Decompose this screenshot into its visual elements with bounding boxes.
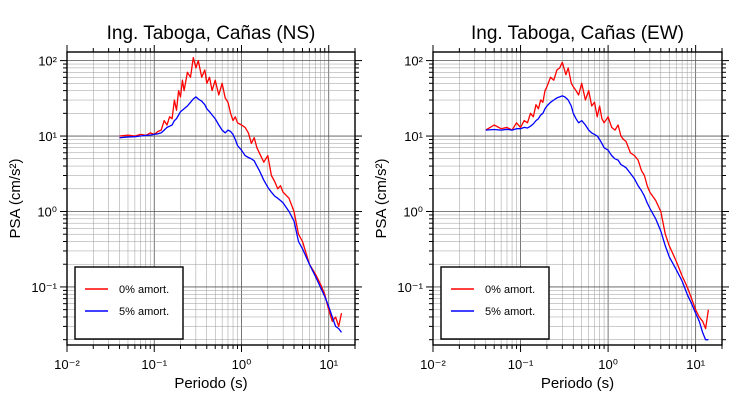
y-tick-label: 10⁰ xyxy=(403,204,423,219)
x-tick-label: 10⁰ xyxy=(598,357,618,372)
x-tick-label: 10⁰ xyxy=(232,357,252,372)
plot-frame xyxy=(66,51,356,346)
x-tick-label: 10¹ xyxy=(319,357,338,372)
grid xyxy=(67,52,355,345)
plot-frame xyxy=(432,51,723,346)
legend-box xyxy=(74,266,184,340)
legend-label-1: 5% amort. xyxy=(485,306,535,318)
x-tick-label: 10¹ xyxy=(686,357,705,372)
y-tick-label: 10⁰ xyxy=(37,204,57,219)
x-tick-label: 10⁻¹ xyxy=(508,357,534,372)
legend-label-0: 0% amort. xyxy=(485,284,535,296)
chart-title: Ing. Taboga, Cañas (EW) xyxy=(471,23,684,44)
y-tick-label: 10¹ xyxy=(404,129,423,144)
y-tick-label: 10⁻¹ xyxy=(31,280,57,295)
chart-title: Ing. Taboga, Cañas (NS) xyxy=(107,23,316,44)
y-axis-label: PSA (cm/s²) xyxy=(373,158,390,238)
legend: 0% amort. 5% amort. xyxy=(440,266,550,340)
legend-label-0: 0% amort. xyxy=(119,284,169,296)
series-line-damped xyxy=(485,95,709,341)
x-axis-label: Periodo (s) xyxy=(541,375,614,392)
y-tick-label: 10¹ xyxy=(38,129,57,144)
panel-ew: 10⁻² 10⁻¹ 10⁰ 10¹ 10⁻¹ 10⁰ 10¹ 10² Ing. Taboga, … xyxy=(373,23,729,392)
y-axis-label: PSA (cm/s²) xyxy=(7,158,24,238)
grid xyxy=(433,52,722,345)
y-tick-label: 10² xyxy=(38,54,57,69)
legend-box xyxy=(440,266,550,340)
series-line-undamped xyxy=(485,61,710,330)
x-tick-label: 10⁻² xyxy=(420,357,446,372)
panel-ns: 10⁻² 10⁻¹ 10⁰ 10¹ 10⁻¹ 10⁰ 10¹ 10² Ing. Taboga, … xyxy=(7,23,362,392)
y-tick-label: 10² xyxy=(404,54,423,69)
y-tick-label: 10⁻¹ xyxy=(397,280,423,295)
series-line-undamped xyxy=(119,56,343,328)
x-tick-label: 10⁻² xyxy=(54,357,80,372)
x-axis-label: Periodo (s) xyxy=(174,375,247,392)
x-tick-label: 10⁻¹ xyxy=(141,357,167,372)
legend: 0% amort. 5% amort. xyxy=(74,266,184,340)
series-line-damped xyxy=(119,96,343,333)
legend-label-1: 5% amort. xyxy=(119,306,169,318)
